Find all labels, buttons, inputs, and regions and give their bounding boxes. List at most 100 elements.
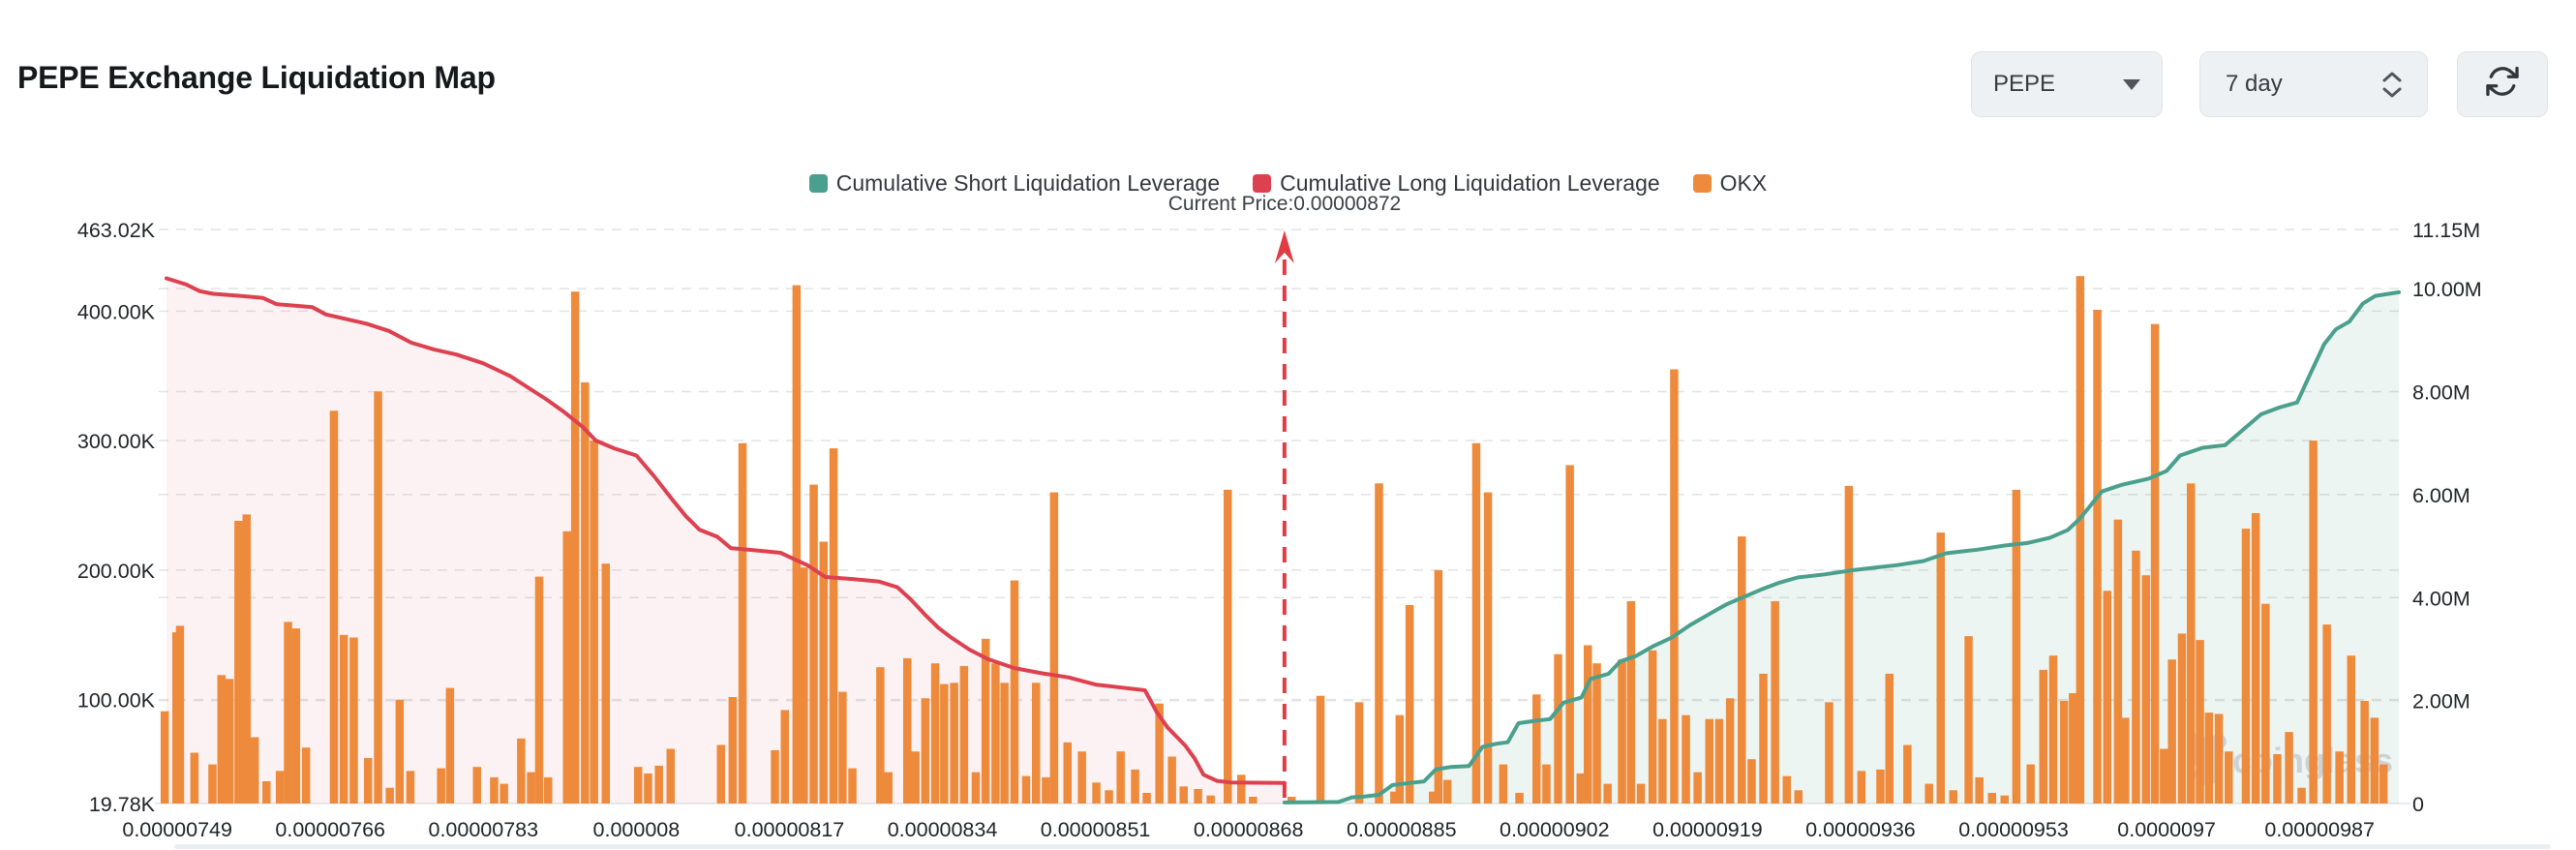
okx-bar[interactable] bbox=[1636, 783, 1646, 804]
okx-bar[interactable] bbox=[208, 764, 217, 804]
okx-bar[interactable] bbox=[1876, 769, 1885, 804]
okx-bar[interactable] bbox=[2160, 748, 2168, 804]
okx-bar[interactable] bbox=[1987, 793, 1997, 804]
okx-bar[interactable] bbox=[1063, 742, 1073, 804]
okx-bar[interactable] bbox=[644, 773, 652, 804]
okx-bar[interactable] bbox=[1429, 791, 1438, 804]
okx-bar[interactable] bbox=[716, 744, 726, 804]
okx-bar[interactable] bbox=[406, 771, 415, 804]
horizontal-scrollbar[interactable] bbox=[174, 844, 2551, 849]
okx-bar[interactable] bbox=[666, 748, 676, 804]
okx-bar[interactable] bbox=[930, 663, 940, 804]
okx-bar[interactable] bbox=[991, 663, 1000, 804]
okx-bar[interactable] bbox=[780, 710, 790, 804]
okx-bar[interactable] bbox=[1395, 714, 1405, 804]
okx-bar[interactable] bbox=[472, 767, 482, 804]
okx-bar[interactable] bbox=[1131, 769, 1139, 804]
okx-bar[interactable] bbox=[1032, 683, 1041, 804]
okx-bar[interactable] bbox=[1532, 694, 1541, 804]
okx-bar[interactable] bbox=[1049, 492, 1059, 804]
okx-bar[interactable] bbox=[217, 675, 227, 804]
okx-bar[interactable] bbox=[792, 285, 802, 804]
okx-bar[interactable] bbox=[500, 783, 508, 804]
okx-bar[interactable] bbox=[981, 638, 990, 804]
okx-bar[interactable] bbox=[1155, 703, 1164, 804]
okx-bar[interactable] bbox=[234, 521, 243, 804]
okx-bar[interactable] bbox=[291, 628, 301, 804]
okx-bar[interactable] bbox=[250, 737, 259, 804]
okx-bar[interactable] bbox=[884, 772, 894, 804]
okx-bar[interactable] bbox=[809, 484, 818, 804]
okx-bar[interactable] bbox=[921, 698, 930, 804]
okx-bar[interactable] bbox=[1693, 772, 1702, 804]
okx-bar[interactable] bbox=[2370, 717, 2379, 804]
okx-bar[interactable] bbox=[1738, 536, 1746, 804]
okx-bar[interactable] bbox=[2297, 787, 2306, 804]
okx-bar[interactable] bbox=[1670, 369, 1679, 804]
okx-bar[interactable] bbox=[1316, 695, 1325, 804]
okx-bar[interactable] bbox=[242, 514, 252, 804]
okx-bar[interactable] bbox=[262, 781, 271, 804]
okx-bar[interactable] bbox=[445, 687, 455, 804]
legend-item-okx[interactable]: OKX bbox=[1692, 170, 1767, 197]
okx-bar[interactable] bbox=[544, 776, 553, 804]
okx-bar[interactable] bbox=[275, 771, 285, 804]
okx-bar[interactable] bbox=[1179, 786, 1189, 804]
okx-bar[interactable] bbox=[1964, 636, 1973, 804]
okx-bar[interactable] bbox=[160, 711, 169, 804]
okx-bar[interactable] bbox=[829, 448, 838, 804]
symbol-select[interactable]: PEPE bbox=[1971, 51, 2163, 117]
okx-bar[interactable] bbox=[1471, 442, 1481, 804]
okx-bar[interactable] bbox=[562, 531, 572, 804]
okx-bar[interactable] bbox=[1658, 718, 1667, 804]
okx-bar[interactable] bbox=[364, 757, 373, 804]
okx-bar[interactable] bbox=[1771, 601, 1779, 804]
okx-bar[interactable] bbox=[1618, 659, 1626, 804]
okx-bar[interactable] bbox=[1844, 485, 1854, 804]
okx-bar[interactable] bbox=[1857, 771, 1866, 804]
okx-bar[interactable] bbox=[971, 772, 981, 804]
okx-bar[interactable] bbox=[601, 563, 611, 804]
okx-bar[interactable] bbox=[2076, 276, 2085, 804]
okx-bar[interactable] bbox=[175, 625, 185, 804]
okx-bar[interactable] bbox=[301, 747, 311, 804]
okx-bar[interactable] bbox=[1206, 795, 1215, 804]
okx-bar[interactable] bbox=[1924, 783, 1933, 804]
okx-bar[interactable] bbox=[1375, 483, 1383, 804]
okx-bar[interactable] bbox=[1949, 790, 1958, 804]
okx-bar[interactable] bbox=[2347, 655, 2356, 804]
okx-bar[interactable] bbox=[1885, 673, 1894, 804]
okx-bar[interactable] bbox=[2093, 310, 2102, 804]
okx-bar[interactable] bbox=[2187, 483, 2196, 804]
okx-bar[interactable] bbox=[1434, 569, 1443, 804]
okx-bar[interactable] bbox=[437, 768, 445, 804]
okx-bar[interactable] bbox=[2177, 633, 2187, 804]
okx-bar[interactable] bbox=[2141, 575, 2151, 804]
okx-bar[interactable] bbox=[2000, 795, 2010, 804]
okx-bar[interactable] bbox=[329, 410, 339, 804]
okx-bar[interactable] bbox=[349, 637, 358, 804]
okx-bar[interactable] bbox=[838, 691, 847, 804]
okx-bar[interactable] bbox=[2039, 669, 2048, 804]
okx-bar[interactable] bbox=[590, 440, 598, 804]
okx-bar[interactable] bbox=[1565, 465, 1574, 804]
okx-bar[interactable] bbox=[819, 541, 829, 804]
okx-bar[interactable] bbox=[2196, 640, 2204, 804]
okx-bar[interactable] bbox=[903, 657, 912, 804]
okx-bar[interactable] bbox=[2113, 519, 2123, 804]
okx-bar[interactable] bbox=[2360, 701, 2369, 804]
okx-bar[interactable] bbox=[1354, 702, 1364, 804]
okx-bar[interactable] bbox=[2322, 624, 2331, 804]
okx-bar[interactable] bbox=[2103, 591, 2112, 804]
okx-bar[interactable] bbox=[2012, 489, 2021, 804]
okx-bar[interactable] bbox=[2204, 713, 2214, 804]
okx-bar[interactable] bbox=[1554, 653, 1562, 804]
okx-bar[interactable] bbox=[1682, 714, 1690, 804]
okx-bar[interactable] bbox=[634, 767, 643, 804]
okx-bar[interactable] bbox=[2241, 529, 2251, 804]
okx-bar[interactable] bbox=[570, 291, 580, 804]
okx-bar[interactable] bbox=[1405, 605, 1414, 804]
okx-bar[interactable] bbox=[1237, 774, 1246, 804]
legend-item-long[interactable]: Cumulative Long Liquidation Leverage bbox=[1253, 170, 1660, 197]
okx-bar[interactable] bbox=[1782, 775, 1792, 804]
